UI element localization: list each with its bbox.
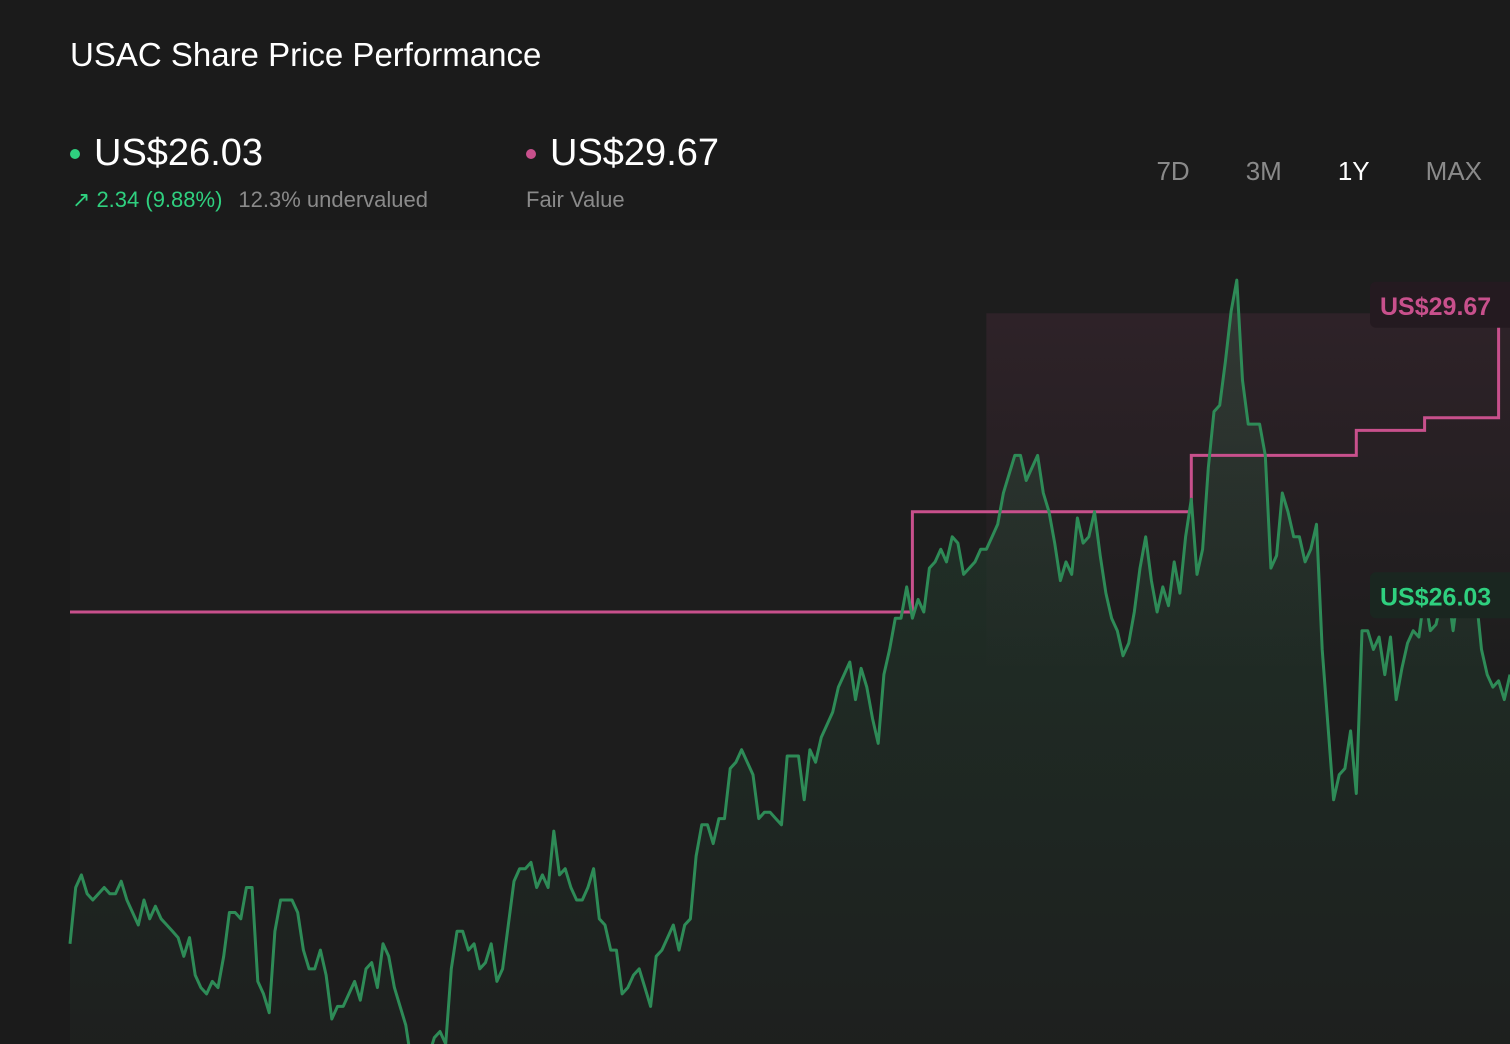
range-3m-button[interactable]: 3M: [1245, 156, 1282, 186]
fair-value-band: [986, 313, 1510, 675]
fair-value-line: [70, 311, 1510, 614]
share-price-end-label: US$26.03: [1370, 572, 1510, 619]
share-price-value: US$26.03: [94, 132, 264, 174]
price-change-value: 2.34 (9.88%): [96, 187, 223, 212]
share-price-sub: ↗ 2.34 (9.88%) 12.3% undervalued: [70, 187, 428, 213]
share-price-dot: [70, 148, 80, 159]
fair-value-dot: [526, 148, 536, 159]
fair-value-end-label: US$29.67: [1370, 281, 1510, 328]
share-price-line: [68, 278, 1510, 1044]
arrow-up-right-icon: ↗: [72, 187, 91, 212]
fair-value-metric: US$29.67 Fair Value: [526, 132, 719, 213]
fair-value-end-label-background: [1370, 281, 1510, 328]
share-price-main: US$26.03: [70, 132, 428, 175]
chart-title: USAC Share Price Performance: [70, 36, 542, 73]
range-max-button[interactable]: MAX: [1425, 156, 1482, 186]
fair-value-value: US$29.67: [550, 132, 720, 174]
fair-value-main: US$29.67: [526, 132, 719, 175]
fair-value-sub: Fair Value: [526, 187, 719, 213]
time-range-selector: 7D 3M 1Y MAX: [1100, 156, 1482, 187]
range-7d-button[interactable]: 7D: [1156, 156, 1190, 186]
range-1y-button[interactable]: 1Y: [1337, 156, 1370, 186]
price-change: ↗ 2.34 (9.88%): [70, 187, 222, 213]
valuation-label: 12.3% undervalued: [238, 187, 428, 212]
share-price-end-label-background: [1370, 572, 1510, 619]
share-price-metric: US$26.03 ↗ 2.34 (9.88%) 12.3% undervalue…: [70, 132, 428, 213]
fair-value-label: Fair Value: [526, 187, 625, 212]
fair-value-end-label-text: US$29.67: [1380, 293, 1491, 321]
price-area: [70, 280, 1510, 1044]
share-price-end-label-text: US$26.03: [1380, 583, 1491, 611]
